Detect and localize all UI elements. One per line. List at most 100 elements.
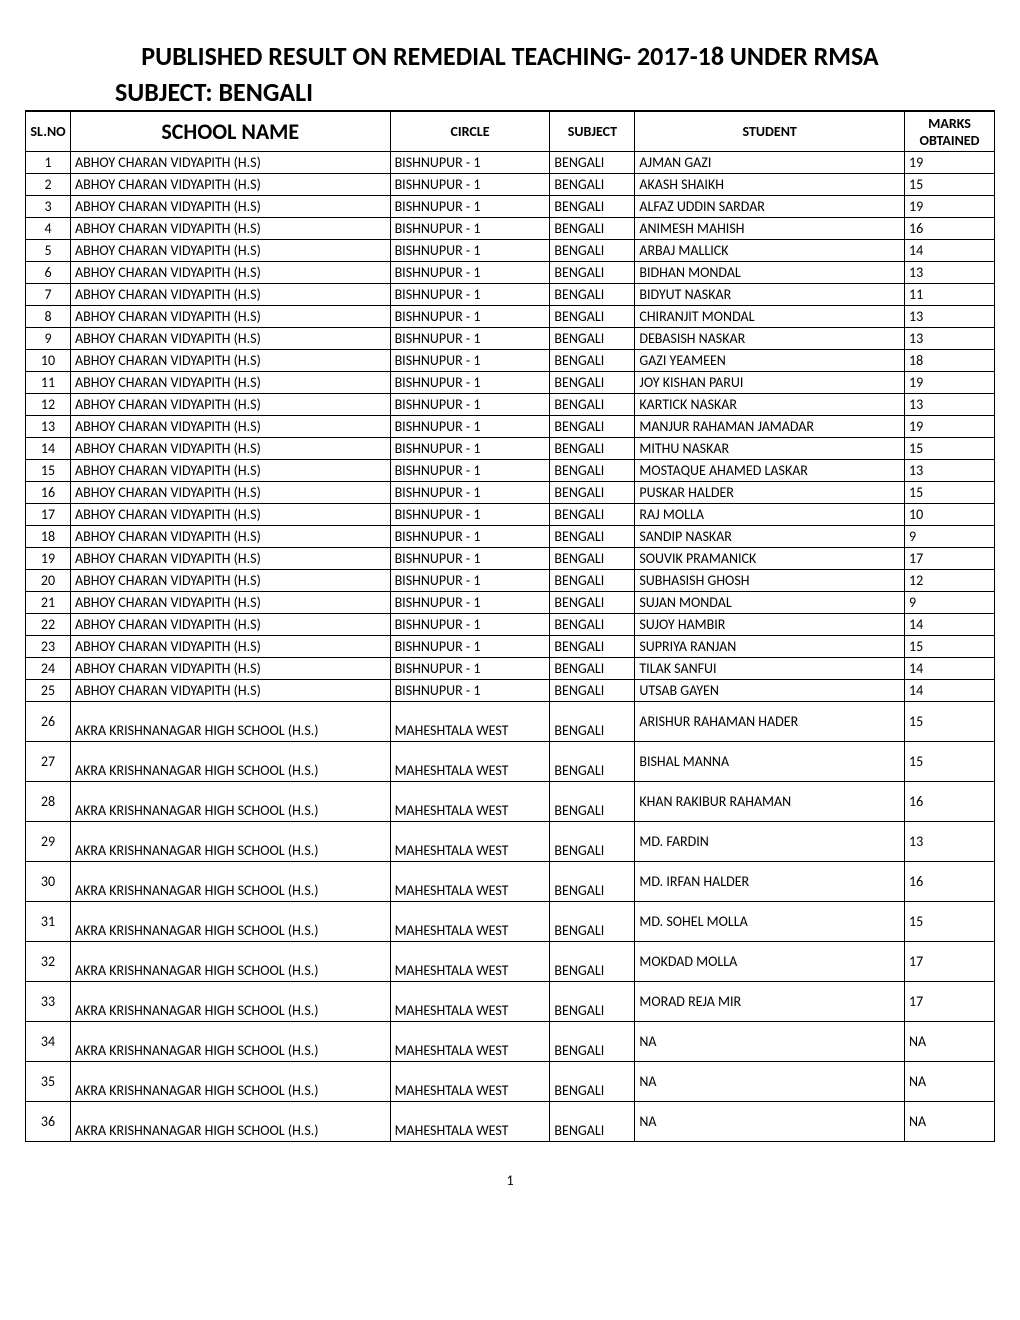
cell-student: KHAN RAKIBUR RAHAMAN: [635, 782, 905, 822]
table-row: 29AKRA KRISHNANAGAR HIGH SCHOOL (H.S.)MA…: [26, 822, 995, 862]
table-row: 6ABHOY CHARAN VIDYAPITH (H.S)BISHNUPUR -…: [26, 262, 995, 284]
cell-school: AKRA KRISHNANAGAR HIGH SCHOOL (H.S.): [70, 742, 390, 782]
cell-subject: BENGALI: [550, 438, 635, 460]
cell-circle: BISHNUPUR - 1: [390, 174, 550, 196]
cell-subject: BENGALI: [550, 152, 635, 174]
cell-school: ABHOY CHARAN VIDYAPITH (H.S): [70, 306, 390, 328]
cell-school: AKRA KRISHNANAGAR HIGH SCHOOL (H.S.): [70, 862, 390, 902]
cell-marks: NA: [904, 1022, 994, 1062]
table-row: 33AKRA KRISHNANAGAR HIGH SCHOOL (H.S.)MA…: [26, 982, 995, 1022]
cell-subject: BENGALI: [550, 1022, 635, 1062]
cell-subject: BENGALI: [550, 394, 635, 416]
cell-subject: BENGALI: [550, 902, 635, 942]
cell-school: ABHOY CHARAN VIDYAPITH (H.S): [70, 196, 390, 218]
cell-student: SUJOY HAMBIR: [635, 614, 905, 636]
header-row: SL.NO SCHOOL NAME CIRCLE SUBJECT STUDENT…: [26, 112, 995, 152]
cell-school: AKRA KRISHNANAGAR HIGH SCHOOL (H.S.): [70, 702, 390, 742]
cell-circle: MAHESHTALA WEST: [390, 1062, 550, 1102]
cell-circle: MAHESHTALA WEST: [390, 702, 550, 742]
cell-circle: BISHNUPUR - 1: [390, 218, 550, 240]
cell-subject: BENGALI: [550, 702, 635, 742]
cell-subject: BENGALI: [550, 328, 635, 350]
cell-student: MOSTAQUE AHAMED LASKAR: [635, 460, 905, 482]
cell-marks: 17: [904, 982, 994, 1022]
cell-school: AKRA KRISHNANAGAR HIGH SCHOOL (H.S.): [70, 822, 390, 862]
cell-school: AKRA KRISHNANAGAR HIGH SCHOOL (H.S.): [70, 1102, 390, 1142]
cell-subject: BENGALI: [550, 526, 635, 548]
cell-subject: BENGALI: [550, 1062, 635, 1102]
cell-student: BIDYUT NASKAR: [635, 284, 905, 306]
cell-school: ABHOY CHARAN VIDYAPITH (H.S): [70, 262, 390, 284]
table-row: 21ABHOY CHARAN VIDYAPITH (H.S)BISHNUPUR …: [26, 592, 995, 614]
cell-subject: BENGALI: [550, 658, 635, 680]
cell-circle: BISHNUPUR - 1: [390, 262, 550, 284]
table-row: 35AKRA KRISHNANAGAR HIGH SCHOOL (H.S.)MA…: [26, 1062, 995, 1102]
cell-school: ABHOY CHARAN VIDYAPITH (H.S): [70, 526, 390, 548]
cell-circle: MAHESHTALA WEST: [390, 982, 550, 1022]
cell-circle: BISHNUPUR - 1: [390, 306, 550, 328]
cell-school: ABHOY CHARAN VIDYAPITH (H.S): [70, 174, 390, 196]
header-marks: MARKS OBTAINED: [904, 112, 994, 152]
cell-subject: BENGALI: [550, 350, 635, 372]
cell-student: MITHU NASKAR: [635, 438, 905, 460]
cell-marks: 15: [904, 482, 994, 504]
table-row: 4ABHOY CHARAN VIDYAPITH (H.S)BISHNUPUR -…: [26, 218, 995, 240]
cell-marks: 13: [904, 328, 994, 350]
cell-slno: 10: [26, 350, 71, 372]
header-slno: SL.NO: [26, 112, 71, 152]
cell-slno: 2: [26, 174, 71, 196]
cell-marks: 16: [904, 782, 994, 822]
cell-student: JOY KISHAN PARUI: [635, 372, 905, 394]
table-row: 32AKRA KRISHNANAGAR HIGH SCHOOL (H.S.)MA…: [26, 942, 995, 982]
cell-student: BISHAL MANNA: [635, 742, 905, 782]
cell-student: SUBHASISH GHOSH: [635, 570, 905, 592]
cell-student: PUSKAR HALDER: [635, 482, 905, 504]
cell-circle: BISHNUPUR - 1: [390, 460, 550, 482]
cell-school: ABHOY CHARAN VIDYAPITH (H.S): [70, 394, 390, 416]
cell-slno: 34: [26, 1022, 71, 1062]
cell-marks: 13: [904, 460, 994, 482]
cell-slno: 9: [26, 328, 71, 350]
header-circle: CIRCLE: [390, 112, 550, 152]
cell-marks: 14: [904, 658, 994, 680]
cell-marks: 14: [904, 614, 994, 636]
subject-title: SUBJECT: BENGALI: [115, 76, 995, 108]
cell-student: SOUVIK PRAMANICK: [635, 548, 905, 570]
table-row: 18ABHOY CHARAN VIDYAPITH (H.S)BISHNUPUR …: [26, 526, 995, 548]
cell-marks: 11: [904, 284, 994, 306]
table-row: 13ABHOY CHARAN VIDYAPITH (H.S)BISHNUPUR …: [26, 416, 995, 438]
cell-subject: BENGALI: [550, 372, 635, 394]
cell-student: DEBASISH NASKAR: [635, 328, 905, 350]
cell-circle: MAHESHTALA WEST: [390, 902, 550, 942]
cell-subject: BENGALI: [550, 284, 635, 306]
table-body: 1ABHOY CHARAN VIDYAPITH (H.S)BISHNUPUR -…: [26, 152, 995, 1142]
cell-circle: BISHNUPUR - 1: [390, 240, 550, 262]
cell-subject: BENGALI: [550, 982, 635, 1022]
cell-subject: BENGALI: [550, 592, 635, 614]
cell-school: ABHOY CHARAN VIDYAPITH (H.S): [70, 636, 390, 658]
cell-circle: BISHNUPUR - 1: [390, 592, 550, 614]
table-row: 1ABHOY CHARAN VIDYAPITH (H.S)BISHNUPUR -…: [26, 152, 995, 174]
cell-slno: 26: [26, 702, 71, 742]
cell-slno: 32: [26, 942, 71, 982]
cell-marks: 9: [904, 592, 994, 614]
cell-slno: 36: [26, 1102, 71, 1142]
cell-circle: BISHNUPUR - 1: [390, 196, 550, 218]
cell-student: UTSAB GAYEN: [635, 680, 905, 702]
table-row: 24ABHOY CHARAN VIDYAPITH (H.S)BISHNUPUR …: [26, 658, 995, 680]
cell-slno: 12: [26, 394, 71, 416]
cell-school: AKRA KRISHNANAGAR HIGH SCHOOL (H.S.): [70, 1022, 390, 1062]
table-row: 27AKRA KRISHNANAGAR HIGH SCHOOL (H.S.)MA…: [26, 742, 995, 782]
cell-school: ABHOY CHARAN VIDYAPITH (H.S): [70, 284, 390, 306]
cell-circle: BISHNUPUR - 1: [390, 504, 550, 526]
cell-slno: 29: [26, 822, 71, 862]
cell-student: MD. SOHEL MOLLA: [635, 902, 905, 942]
cell-marks: 15: [904, 702, 994, 742]
cell-slno: 25: [26, 680, 71, 702]
cell-slno: 6: [26, 262, 71, 284]
cell-marks: 15: [904, 636, 994, 658]
cell-circle: MAHESHTALA WEST: [390, 942, 550, 982]
cell-student: MANJUR RAHAMAN JAMADAR: [635, 416, 905, 438]
cell-student: ARISHUR RAHAMAN HADER: [635, 702, 905, 742]
cell-marks: 13: [904, 262, 994, 284]
